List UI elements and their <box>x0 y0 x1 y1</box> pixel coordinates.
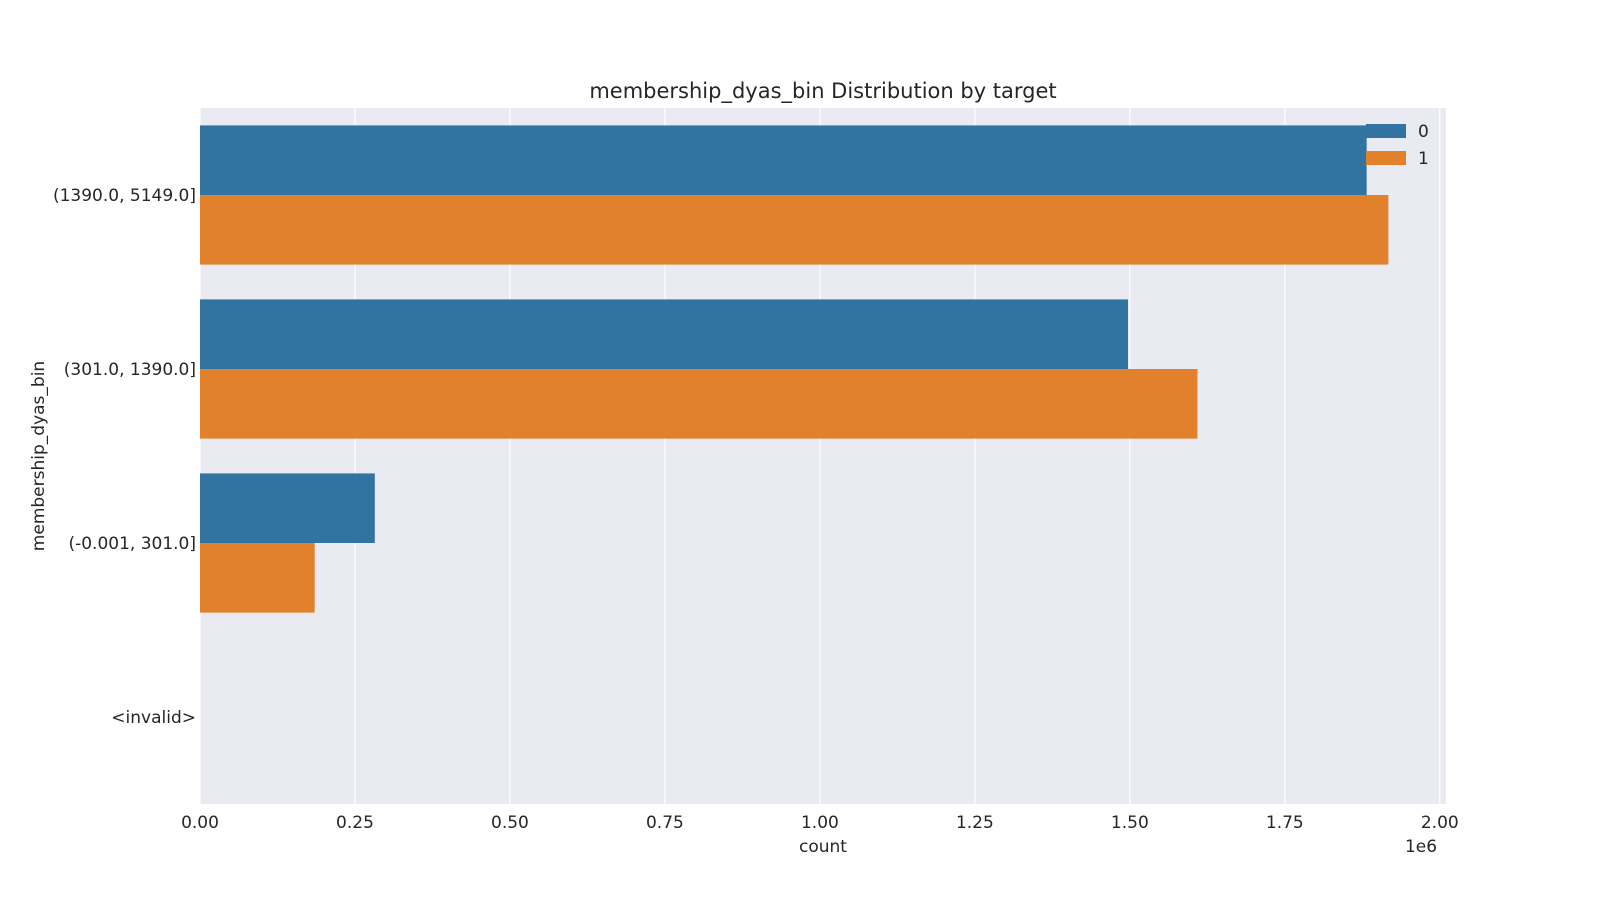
y-tick-labels: (1390.0, 5149.0] (301.0, 1390.0] (-0.001, … <box>53 186 196 728</box>
x-axis-offset-label: 1e6 <box>1405 837 1437 857</box>
bar-series-1-2 <box>200 543 315 613</box>
legend: 01 <box>1366 122 1429 169</box>
x-tick-label: 1.00 <box>801 813 839 833</box>
legend-swatch-1 <box>1366 151 1406 165</box>
bar-series-0-2 <box>200 473 375 543</box>
x-tick-label: 0.75 <box>646 813 684 833</box>
legend-swatch-0 <box>1366 124 1406 138</box>
x-tick-labels: 0.00 0.25 0.50 0.75 1.00 1.25 1.50 1.75 2.00 <box>181 813 1459 833</box>
x-tick-label: 0.50 <box>491 813 529 833</box>
x-tick-label: 1.50 <box>1111 813 1149 833</box>
x-tick-label: 1.75 <box>1266 813 1304 833</box>
bars <box>200 125 1389 613</box>
y-axis-label: membership_dyas_bin <box>29 361 49 551</box>
bar-series-1-0 <box>200 195 1389 265</box>
y-tick-label: <invalid> <box>111 708 196 728</box>
bar-series-1-1 <box>200 369 1198 439</box>
x-axis-label: count <box>799 837 847 857</box>
y-tick-label: (301.0, 1390.0] <box>64 360 196 380</box>
bar-series-0-1 <box>200 299 1128 369</box>
legend-label-1: 1 <box>1418 149 1429 169</box>
legend-label-0: 0 <box>1418 122 1429 142</box>
y-tick-label: (1390.0, 5149.0] <box>53 186 196 206</box>
x-tick-label: 1.25 <box>956 813 994 833</box>
x-tick-label: 2.00 <box>1421 813 1459 833</box>
x-tick-label: 0.25 <box>336 813 374 833</box>
chart-title: membership_dyas_bin Distribution by targ… <box>589 79 1056 104</box>
y-tick-label: (-0.001, 301.0] <box>68 534 196 554</box>
x-tick-label: 0.00 <box>181 813 219 833</box>
bar-series-0-0 <box>200 125 1367 195</box>
